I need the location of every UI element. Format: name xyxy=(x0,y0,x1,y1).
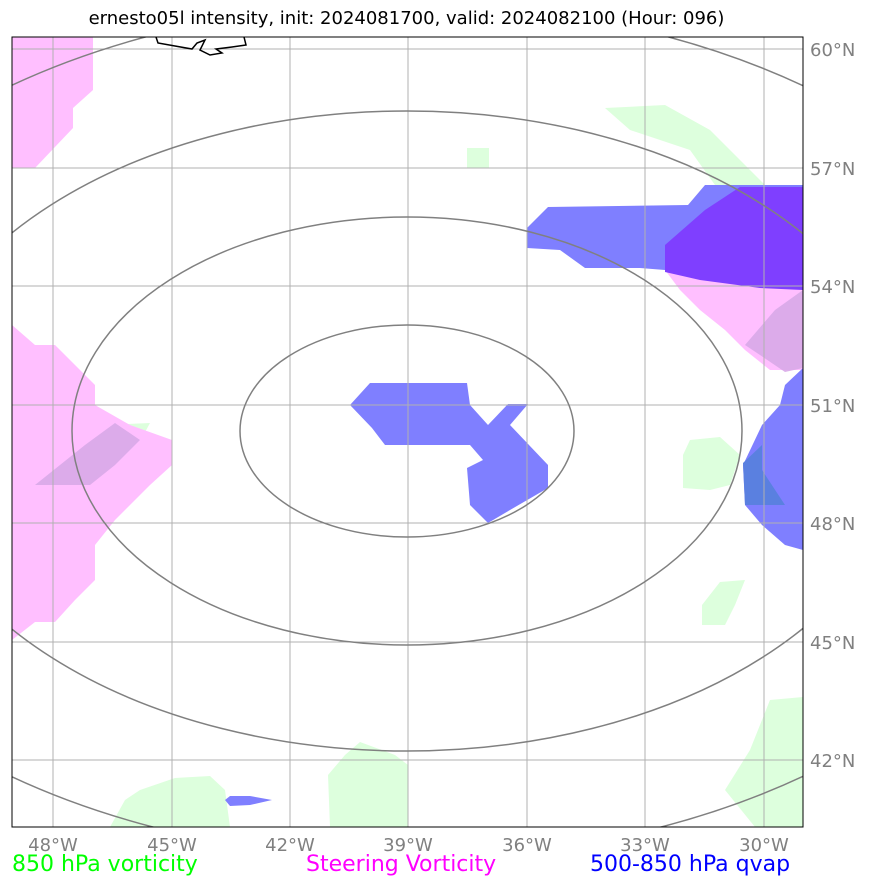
lon-tick-label: 30°W xyxy=(739,835,789,856)
steering-qvap-overlap xyxy=(35,290,803,485)
lon-tick-label: 45°W xyxy=(147,835,197,856)
lat-tick-label: 60°N xyxy=(810,40,855,61)
range-rings xyxy=(12,37,803,827)
legend-steering-vorticity: Steering Vorticity xyxy=(306,852,497,877)
overlap-region xyxy=(745,290,803,372)
lat-tick-label: 48°N xyxy=(810,514,855,535)
lat-tick-label: 57°N xyxy=(810,159,855,180)
lon-tick-label: 33°W xyxy=(620,835,670,856)
range-ring-middle xyxy=(71,216,743,646)
vorticity-850-region xyxy=(110,776,230,827)
qvap-region xyxy=(350,383,548,523)
coastline xyxy=(155,37,247,56)
map-title: ernesto05l intensity, init: 2024081700, … xyxy=(88,8,725,29)
range-ring-inner xyxy=(239,324,575,538)
graticule xyxy=(12,37,803,827)
vorticity-850-region xyxy=(467,148,489,168)
range-ring-outer xyxy=(12,110,803,752)
lon-tick-label: 48°W xyxy=(28,835,78,856)
map-frame xyxy=(11,36,804,828)
longitude-labels: 48°W 45°W 42°W 39°W 36°W 33°W 30°W xyxy=(28,835,789,856)
latitude-labels: 60°N 57°N 54°N 51°N 48°N 45°N 42°N xyxy=(810,40,855,772)
vorticity-850-region xyxy=(605,105,765,185)
vorticity-850-region xyxy=(328,742,408,827)
lon-tick-label: 39°W xyxy=(383,835,433,856)
map-plot-area xyxy=(12,37,803,827)
lat-tick-label: 51°N xyxy=(810,396,855,417)
lat-tick-label: 45°N xyxy=(810,633,855,654)
overlap-region xyxy=(35,423,140,485)
overlap-region xyxy=(665,187,803,290)
legend-850-vorticity: 850 hPa vorticity xyxy=(12,852,198,877)
lat-tick-label: 54°N xyxy=(810,277,855,298)
lon-tick-label: 42°W xyxy=(265,835,315,856)
lon-tick-label: 36°W xyxy=(502,835,552,856)
qvap-steering-overlap xyxy=(665,187,803,290)
qvap-region xyxy=(225,796,272,806)
lat-tick-label: 42°N xyxy=(810,751,855,772)
vorticity-850-region xyxy=(683,437,740,490)
vorticity-850-region xyxy=(702,580,745,625)
legend-qvap: 500-850 hPa qvap xyxy=(590,852,791,877)
